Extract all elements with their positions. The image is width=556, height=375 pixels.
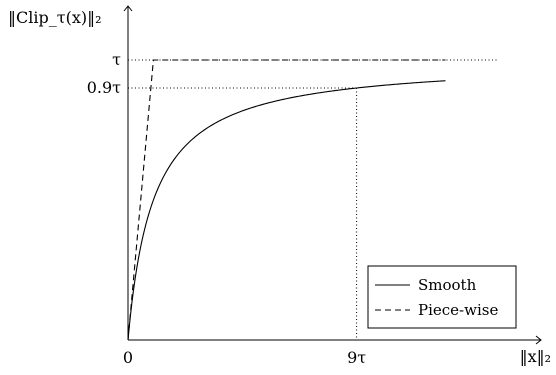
- legend: Smooth Piece-wise: [367, 265, 517, 329]
- y-axis-label: ‖Clip_τ(x)‖₂: [8, 8, 102, 27]
- series-layer: [127, 59, 446, 341]
- x-axis-label: ‖x‖₂: [520, 347, 551, 366]
- legend-label-0: Smooth: [418, 276, 477, 294]
- x-tick-label-0: 0: [123, 348, 133, 367]
- series-smooth-line: [127, 80, 446, 341]
- legend-box: [367, 265, 517, 329]
- series-piece-wise-line: [127, 59, 446, 341]
- x-tick-label-1: 9τ: [347, 348, 366, 367]
- x-axis-arrow-icon: [535, 335, 542, 345]
- tick-labels: 0 9τ τ 0.9τ: [87, 50, 367, 367]
- y-tick-label-1: 0.9τ: [87, 78, 121, 97]
- y-axis-arrow-icon: [123, 5, 133, 12]
- legend-label-1: Piece-wise: [418, 301, 498, 319]
- axes: [123, 5, 542, 345]
- y-tick-label-0: τ: [112, 50, 121, 69]
